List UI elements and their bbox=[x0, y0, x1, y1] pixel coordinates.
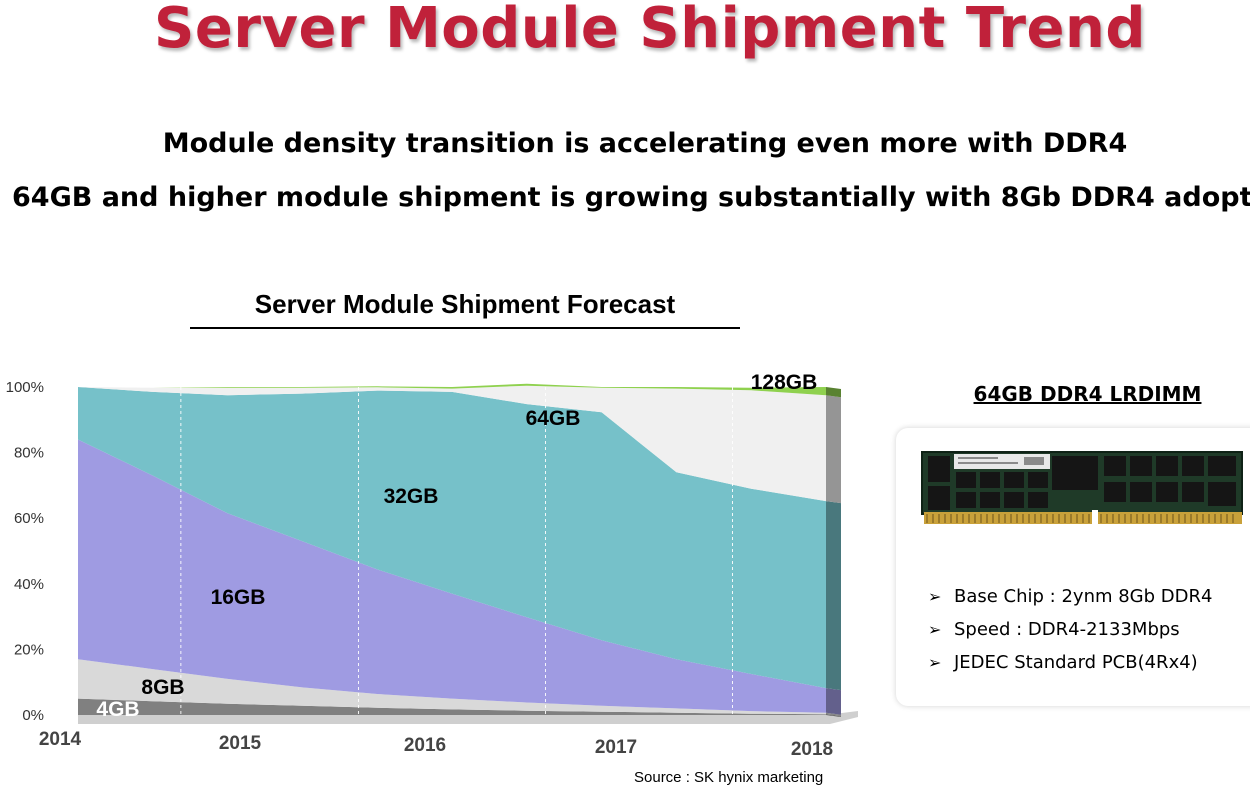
series-label-16gb: 16GB bbox=[211, 586, 266, 609]
y-tick-label: 60% bbox=[14, 510, 44, 527]
shipment-area-chart: 0% 20% 40% 60% 80% 100% 2014 2015 2016 2017 2018 4G… bbox=[6, 371, 858, 760]
area-side-8gb bbox=[826, 712, 841, 717]
chart-source: Source : SK hynix marketing bbox=[634, 769, 824, 786]
y-tick-label: 100% bbox=[6, 379, 44, 396]
y-tick-label: 40% bbox=[14, 576, 44, 593]
area-64gb bbox=[78, 385, 826, 502]
y-tick-label: 0% bbox=[22, 707, 44, 724]
x-tick-label: 2016 bbox=[404, 735, 446, 756]
area-side-64gb bbox=[826, 395, 841, 504]
area-8gb bbox=[78, 659, 826, 715]
arrow-bullet-icon: ➢ bbox=[928, 620, 942, 639]
y-tick-label: 20% bbox=[14, 641, 44, 658]
y-tick-label: 80% bbox=[14, 445, 44, 462]
series-label-64gb: 64GB bbox=[526, 407, 581, 430]
spec-list: ➢ Base Chip : 2ynm 8Gb DDR4 ➢ Speed : DDR4… bbox=[928, 580, 1212, 679]
spec-item: ➢ JEDEC Standard PCB(4Rx4) bbox=[928, 646, 1212, 679]
series-label-8gb: 8GB bbox=[141, 676, 184, 699]
chart-title-underline bbox=[190, 327, 740, 329]
area-side-32gb bbox=[826, 501, 841, 691]
chart-floor bbox=[78, 711, 858, 724]
area-16gb bbox=[78, 439, 826, 713]
x-tick-label: 2015 bbox=[219, 733, 262, 754]
series-label-128gb: 128GB bbox=[751, 371, 818, 394]
x-tick-label: 2014 bbox=[39, 729, 82, 750]
area-32gb bbox=[78, 387, 826, 689]
arrow-bullet-icon: ➢ bbox=[928, 653, 942, 672]
headline-line-2: 64GB and higher module shipment is growi… bbox=[12, 182, 1250, 213]
headline-line-1: Module density transition is acceleratin… bbox=[162, 128, 1128, 159]
spec-item: ➢ Speed : DDR4-2133Mbps bbox=[928, 613, 1212, 646]
area-side-4gb bbox=[826, 714, 841, 717]
area-side-16gb bbox=[826, 688, 841, 715]
series-label-32gb: 32GB bbox=[384, 485, 439, 508]
series-label-4gb: 4GB bbox=[96, 698, 139, 721]
x-tick-label: 2017 bbox=[595, 737, 637, 758]
arrow-bullet-icon: ➢ bbox=[928, 587, 942, 606]
spec-item: ➢ Base Chip : 2ynm 8Gb DDR4 bbox=[928, 580, 1212, 613]
product-title: 64GB DDR4 LRDIMM bbox=[973, 382, 1202, 406]
area-side-128gb bbox=[826, 387, 841, 398]
x-tick-label: 2018 bbox=[791, 739, 833, 760]
page-title: Server Module Shipment Trend bbox=[154, 0, 1146, 61]
area-4gb bbox=[78, 698, 826, 715]
chart-title: Server Module Shipment Forecast bbox=[254, 289, 676, 319]
dram-module-icon bbox=[921, 451, 1243, 526]
